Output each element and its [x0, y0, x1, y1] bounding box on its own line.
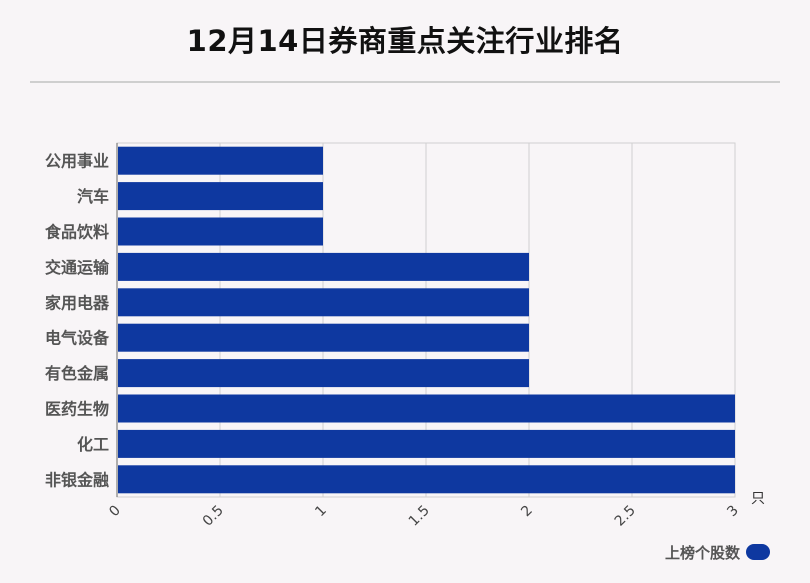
- x-tick-label: 0: [106, 503, 124, 521]
- category-label: 有色金属: [45, 364, 109, 383]
- category-label: 医药生物: [45, 400, 109, 419]
- title-divider: [30, 81, 780, 83]
- chart-title: 12月14日券商重点关注行业排名: [186, 24, 624, 58]
- legend-swatch: [746, 544, 770, 560]
- bar: [118, 359, 529, 388]
- legend-label: 上榜个股数: [664, 543, 740, 562]
- category-label: 食品饮料: [44, 223, 109, 242]
- category-label: 家用电器: [45, 293, 110, 312]
- x-tick-label: 1: [312, 503, 330, 521]
- bar: [118, 429, 735, 458]
- x-tick-label: 1.5: [406, 503, 433, 530]
- bar: [118, 182, 323, 211]
- x-tick-label: 2.5: [612, 503, 639, 530]
- x-tick-label: 0.5: [200, 503, 227, 530]
- category-label: 汽车: [77, 187, 109, 206]
- bar: [118, 146, 323, 175]
- category-label: 化工: [77, 435, 109, 454]
- x-axis-unit: 只: [751, 491, 765, 507]
- bar: [118, 323, 529, 352]
- category-label: 交通运输: [45, 258, 110, 277]
- category-label: 电气设备: [45, 329, 110, 348]
- category-label: 公用事业: [45, 152, 109, 171]
- category-label: 非银金融: [45, 470, 109, 489]
- bar: [118, 252, 529, 281]
- x-tick-label: 2: [518, 503, 536, 521]
- bar: [118, 217, 323, 246]
- bar: [118, 394, 735, 423]
- legend[interactable]: 上榜个股数: [665, 540, 770, 564]
- bar: [118, 288, 529, 317]
- bar: [118, 465, 735, 494]
- x-tick-label: 3: [724, 503, 742, 521]
